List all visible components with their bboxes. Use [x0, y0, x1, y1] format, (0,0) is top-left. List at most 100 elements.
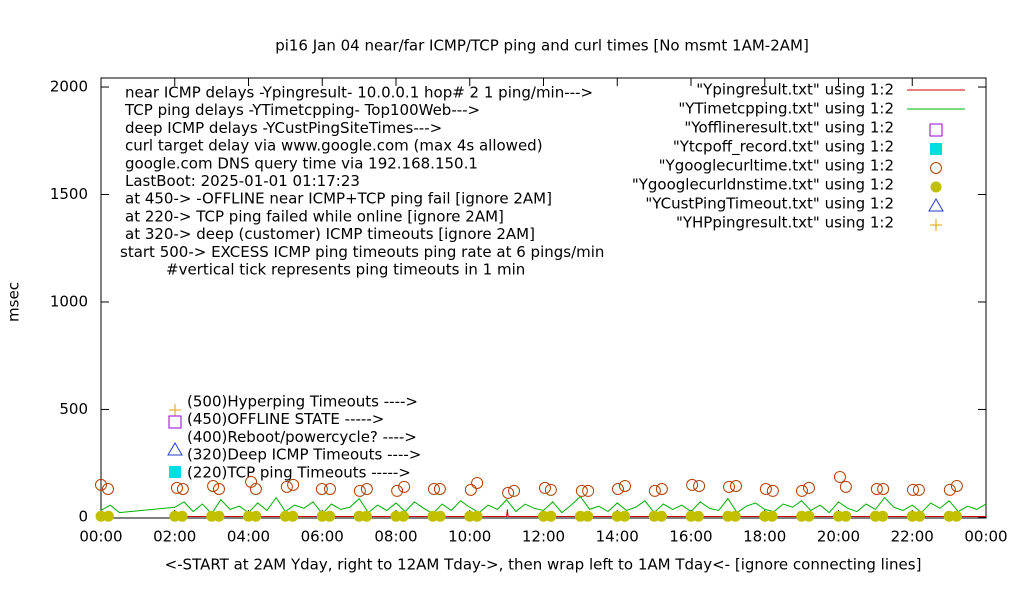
point	[648, 484, 661, 497]
legend-label: "YTimetcpping.txt" using 1:2	[678, 100, 894, 118]
point	[508, 484, 520, 497]
point	[176, 482, 189, 495]
point	[280, 480, 293, 493]
y-tick-label: 2000	[50, 78, 88, 96]
point	[544, 483, 557, 496]
annotation: at 220-> TCP ping failed while online [i…	[125, 207, 504, 225]
point	[538, 481, 551, 494]
y-tick-label: 500	[59, 400, 88, 418]
point	[803, 510, 815, 522]
annotation: start 500-> EXCESS ICMP ping timeouts pi…	[120, 243, 604, 261]
point	[870, 482, 883, 495]
point	[618, 479, 631, 492]
point	[655, 482, 668, 495]
marker-note: (400)Reboot/powercycle? ---->	[187, 428, 417, 446]
legend-swatch	[928, 198, 944, 212]
point	[951, 510, 962, 522]
point	[213, 482, 225, 495]
triangle-icon	[167, 442, 183, 456]
annotation: google.com DNS query time via 192.168.15…	[125, 154, 478, 172]
point	[833, 470, 846, 483]
point	[207, 479, 220, 492]
y-tick-label: 1000	[50, 292, 88, 310]
point	[943, 483, 956, 496]
legend-label: "YHPpingresult.txt" using 1:2	[676, 214, 894, 232]
annotation: at 450-> -OFFLINE near ICMP+TCP ping fai…	[125, 190, 552, 208]
marker-note: (220)TCP ping Timeouts ----->	[187, 463, 411, 481]
point	[912, 483, 925, 496]
x-tick-label: 02:00	[153, 528, 196, 546]
point	[619, 510, 631, 522]
series-line	[100, 495, 987, 515]
point	[471, 510, 483, 522]
annotation: #vertical tick represents ping timeouts …	[166, 261, 525, 279]
point	[502, 486, 515, 499]
point	[176, 510, 188, 522]
point	[287, 510, 299, 522]
square-icon	[168, 415, 182, 429]
point	[397, 510, 409, 522]
point	[102, 510, 114, 522]
point	[692, 510, 704, 522]
x-tick-label: 06:00	[301, 528, 344, 546]
legend-swatch	[930, 143, 942, 155]
marker-note: (320)Deep ICMP Timeouts ---->	[187, 446, 421, 464]
point	[471, 476, 484, 489]
point	[315, 482, 328, 495]
point	[582, 484, 595, 497]
point	[840, 510, 852, 522]
x-tick-label: 10:00	[448, 528, 491, 546]
point	[170, 481, 183, 494]
point	[795, 484, 808, 497]
point	[803, 481, 815, 494]
point	[759, 482, 772, 495]
legend-swatch	[929, 123, 943, 137]
point	[434, 510, 446, 522]
x-tick-label: 08:00	[374, 528, 417, 546]
marker-note: (450)OFFLINE STATE ----->	[187, 410, 384, 428]
point	[766, 510, 778, 522]
x-axis-label: <-START at 2AM Yday, right to 12AM Tday-…	[165, 556, 922, 574]
x-tick-label: 14:00	[596, 528, 639, 546]
point	[361, 510, 372, 522]
point	[287, 478, 300, 491]
x-tick-label: 04:00	[227, 528, 270, 546]
point	[582, 510, 594, 522]
point	[95, 478, 107, 491]
annotation: near ICMP delays -Ypingresult- 10.0.0.1 …	[125, 84, 593, 102]
point	[324, 510, 336, 522]
point	[914, 510, 926, 522]
point	[545, 510, 557, 522]
legend-label: "Ytcpoff_record.txt" using 1:2	[673, 138, 894, 157]
annotation: TCP ping delays -YTimetcpping- Top100Web…	[124, 101, 480, 119]
chart-title: pi16 Jan 04 near/far ICMP/TCP ping and c…	[275, 37, 809, 55]
legend-label: "Ygooglecurldnstime.txt" using 1:2	[632, 176, 894, 194]
point	[950, 479, 963, 492]
y-tick-label: 0	[78, 507, 88, 525]
point	[433, 482, 446, 495]
point	[656, 510, 667, 522]
x-tick-label: 12:00	[522, 528, 565, 546]
legend-label: "Yofflineresult.txt" using 1:2	[684, 119, 894, 137]
point	[877, 482, 890, 495]
x-tick-label: 18:00	[743, 528, 786, 546]
point	[102, 482, 115, 495]
point	[250, 510, 262, 522]
point	[249, 482, 262, 495]
legend-label: "Ygooglecurltime.txt" using 1:2	[659, 157, 894, 175]
legend-swatch	[930, 162, 942, 174]
x-tick-label: 16:00	[669, 528, 712, 546]
point	[766, 484, 779, 497]
x-tick-label: 20:00	[817, 528, 860, 546]
point	[877, 510, 889, 522]
y-axis-label: msec	[5, 282, 23, 322]
point	[611, 482, 624, 495]
point	[353, 484, 366, 497]
point	[464, 483, 477, 496]
point	[213, 510, 225, 522]
legend-label: "Ypingresult.txt" using 1:2	[696, 81, 894, 99]
plus-icon	[169, 404, 181, 416]
point	[693, 479, 706, 492]
point	[686, 478, 699, 491]
